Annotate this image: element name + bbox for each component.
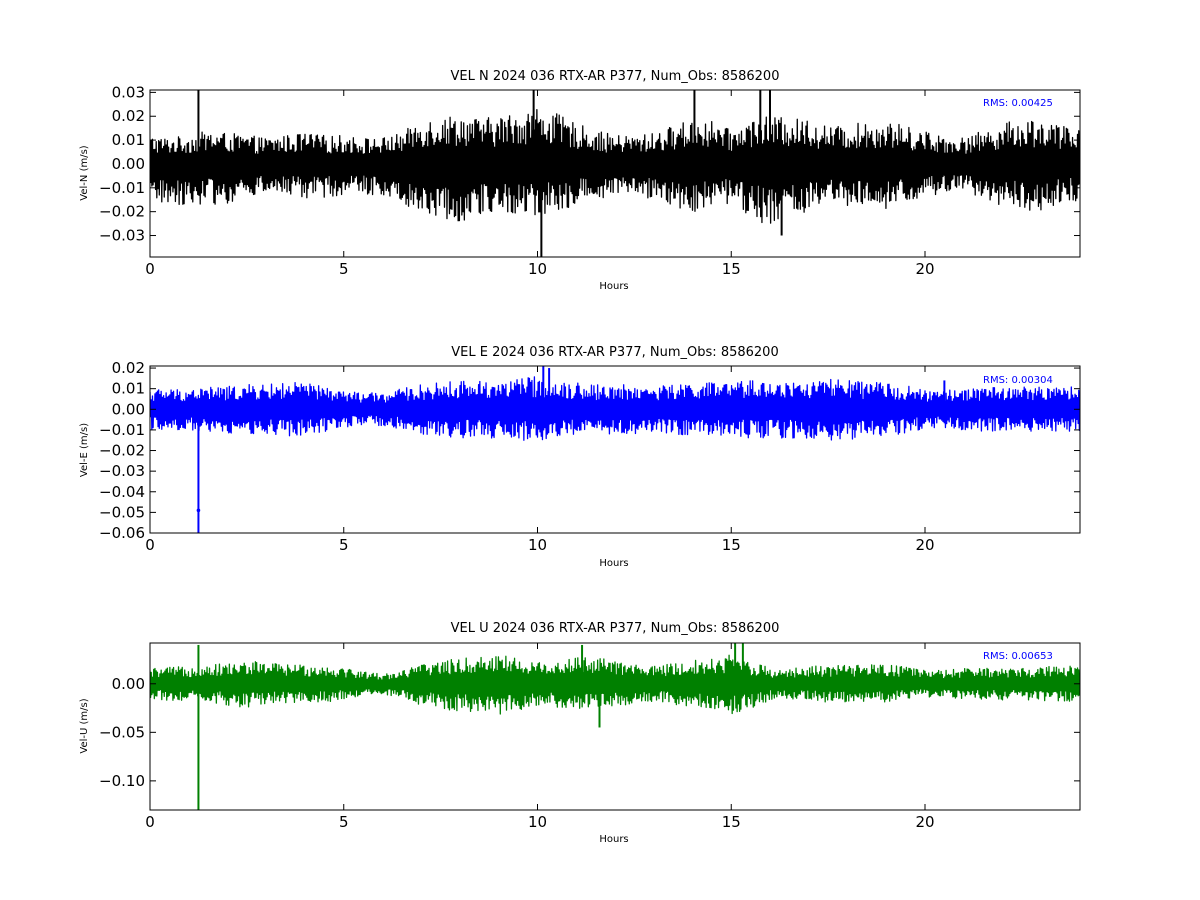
vel-n-rms-annotation: RMS: 0.00425 bbox=[983, 98, 1053, 109]
vel-e-title: VEL E 2024 036 RTX-AR P377, Num_Obs: 858… bbox=[451, 345, 778, 360]
vel-e-y-tick-label: −0.04 bbox=[99, 483, 145, 501]
vel-e-plot-area bbox=[150, 366, 1080, 533]
vel-n-y-ticks: 0.03 0.02 0.01 0.00 −0.01 −0.02 −0.03 bbox=[99, 83, 1080, 245]
vel-u-y-axis-label: Vel-U (m/s) bbox=[79, 698, 90, 753]
vel-n-y-axis-label: Vel-N (m/s) bbox=[79, 145, 90, 200]
vel-e-x-tick-label: 5 bbox=[339, 536, 349, 554]
vel-n-y-tick-label: 0.03 bbox=[112, 83, 145, 101]
vel-e-y-tick-label: −0.06 bbox=[99, 524, 145, 542]
vel-n-axes-frame bbox=[149, 89, 1081, 258]
vel-u-y-ticks: 0.00 −0.05 −0.10 bbox=[99, 675, 1080, 790]
vel-e-x-ticks: 0 5 10 15 20 bbox=[145, 366, 935, 554]
vel-e-y-tick-label: −0.05 bbox=[99, 503, 145, 521]
vel-e-x-tick-label: 20 bbox=[915, 536, 934, 554]
vel-n-x-tick-label: 15 bbox=[722, 260, 741, 278]
vel-n-x-ticks: 0 5 10 15 20 bbox=[145, 90, 935, 278]
vel-e-x-tick-label: 15 bbox=[722, 536, 741, 554]
vel-n-x-tick-label: 20 bbox=[915, 260, 934, 278]
vel-n-x-axis-label: Hours bbox=[599, 281, 628, 292]
vel-e-x-axis-label: Hours bbox=[599, 558, 628, 569]
vel-e-spike-marker bbox=[196, 508, 201, 513]
vel-e-x-tick-label: 0 bbox=[145, 536, 155, 554]
vel-n-panel: VEL N 2024 036 RTX-AR P377, Num_Obs: 858… bbox=[79, 69, 1081, 292]
vel-n-y-tick-label: 0.02 bbox=[112, 107, 145, 125]
vel-n-y-tick-label: 0.00 bbox=[112, 155, 145, 173]
vel-u-y-tick-label: −0.10 bbox=[99, 772, 145, 790]
vel-e-rms-annotation: RMS: 0.00304 bbox=[983, 375, 1053, 386]
vel-u-series-trace bbox=[150, 654, 1080, 715]
vel-u-x-tick-label: 20 bbox=[915, 813, 934, 831]
vel-n-y-tick-label: 0.01 bbox=[112, 131, 145, 149]
vel-u-x-tick-label: 5 bbox=[339, 813, 349, 831]
vel-u-title: VEL U 2024 036 RTX-AR P377, Num_Obs: 858… bbox=[451, 621, 780, 636]
vel-e-y-axis-label: Vel-E (m/s) bbox=[79, 423, 90, 477]
vel-n-y-tick-label: −0.02 bbox=[99, 203, 145, 221]
vel-n-x-tick-label: 5 bbox=[339, 260, 349, 278]
vel-n-y-tick-label: −0.01 bbox=[99, 179, 145, 197]
vel-u-x-tick-label: 0 bbox=[145, 813, 155, 831]
vel-e-y-tick-label: −0.01 bbox=[99, 421, 145, 439]
vel-u-panel: VEL U 2024 036 RTX-AR P377, Num_Obs: 858… bbox=[79, 621, 1081, 845]
vel-e-y-tick-label: −0.02 bbox=[99, 442, 145, 460]
vel-u-x-axis-label: Hours bbox=[599, 834, 628, 845]
vel-n-x-tick-label: 0 bbox=[145, 260, 155, 278]
vel-e-axes-frame bbox=[149, 365, 1081, 534]
vel-n-series-trace bbox=[150, 109, 1080, 224]
vel-e-y-ticks: 0.02 0.01 0.00 −0.01 −0.02 −0.03 −0.04 −0.05 −0.… bbox=[99, 359, 1080, 542]
vel-n-plot-area bbox=[150, 90, 1080, 257]
vel-e-x-tick-label: 10 bbox=[528, 536, 547, 554]
vel-u-axes-frame bbox=[149, 642, 1081, 811]
vel-u-rms-annotation: RMS: 0.00653 bbox=[983, 651, 1053, 662]
vel-u-plot-area bbox=[150, 643, 1080, 810]
vel-u-x-tick-label: 10 bbox=[528, 813, 547, 831]
vel-n-title: VEL N 2024 036 RTX-AR P377, Num_Obs: 858… bbox=[451, 69, 780, 84]
vel-u-y-tick-label: 0.00 bbox=[112, 675, 145, 693]
vel-n-y-tick-label: −0.03 bbox=[99, 227, 145, 245]
vel-e-y-tick-label: 0.00 bbox=[112, 400, 145, 418]
vel-e-series-trace bbox=[150, 376, 1080, 441]
vel-u-y-tick-label: −0.05 bbox=[99, 723, 145, 741]
vel-u-x-tick-label: 15 bbox=[722, 813, 741, 831]
vel-e-panel: VEL E 2024 036 RTX-AR P377, Num_Obs: 858… bbox=[79, 345, 1081, 569]
vel-n-x-tick-label: 10 bbox=[528, 260, 547, 278]
vel-e-y-tick-label: 0.02 bbox=[112, 359, 145, 377]
vel-e-y-tick-label: 0.01 bbox=[112, 380, 145, 398]
vel-e-y-tick-label: −0.03 bbox=[99, 462, 145, 480]
